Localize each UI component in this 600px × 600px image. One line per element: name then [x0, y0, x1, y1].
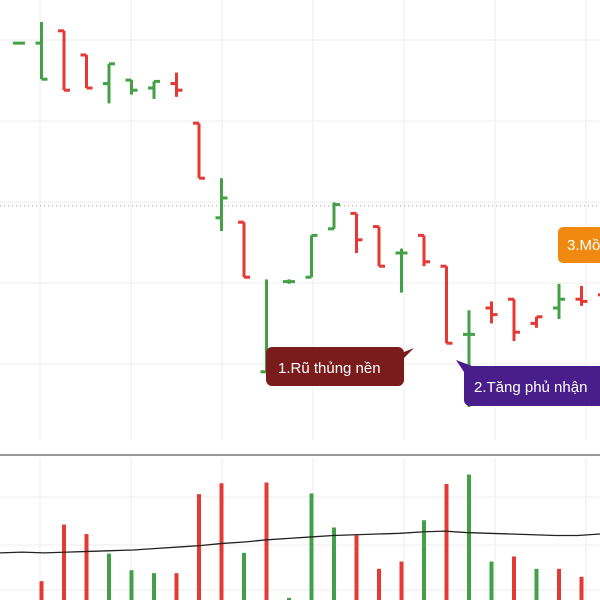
volume-bar [422, 520, 426, 600]
volume-ma-line [0, 530, 600, 554]
ohlc-bar [328, 202, 340, 231]
annotation-2-label: 2.Tăng phủ nhận [474, 379, 587, 396]
ohlc-bar [350, 211, 363, 253]
volume-bar [152, 573, 156, 600]
ohlc-bar [148, 79, 160, 99]
ohlc-bar [508, 297, 520, 341]
ohlc-bar [283, 279, 295, 284]
ohlc-bar [418, 233, 430, 267]
annotation-3-box [558, 227, 600, 263]
ohlc-bar [103, 62, 115, 104]
volume-bar [107, 553, 111, 600]
price-bars [13, 22, 600, 407]
volume-bar [242, 552, 246, 600]
volume-bar [39, 581, 44, 600]
annotation-2-box [464, 366, 600, 406]
annotation-1: 1.Rũ thủng nền [266, 347, 414, 386]
ohlc-bar [598, 293, 600, 297]
volume-bar [354, 535, 359, 600]
ohlc-bar [193, 121, 205, 180]
ohlc-bar [238, 220, 250, 279]
ohlc-bar [58, 29, 70, 92]
volume-bar [62, 524, 66, 600]
volume-bars [39, 474, 584, 600]
volume-bar [399, 561, 404, 600]
annotation-1-pointer [404, 348, 414, 358]
volume-bar [332, 527, 336, 600]
annotation-2-pointer [456, 360, 472, 372]
volume-bar [174, 573, 179, 600]
volume-bar [512, 556, 516, 600]
volume-bar [129, 570, 134, 600]
ohlc-bar [575, 286, 588, 306]
volume-bar [219, 483, 224, 600]
volume-bar [197, 494, 201, 600]
volume-bar [84, 534, 89, 600]
ohlc-bar [80, 53, 93, 90]
ohlc-bar [440, 264, 453, 345]
volume-bar [489, 561, 494, 600]
ohlc-bar [170, 72, 183, 97]
volume-bar [309, 493, 314, 600]
volume-bar [467, 474, 471, 600]
volume-bar [579, 576, 584, 600]
annotation-1-box [266, 347, 404, 386]
ohlc-bar [305, 233, 318, 279]
ohlc-bar [215, 178, 228, 231]
annotation-3-label: 3.Mồ [567, 237, 600, 254]
volume-bar [287, 597, 291, 600]
annotation-2: 2.Tăng phủ nhận [456, 360, 600, 406]
volume-bar [377, 568, 381, 600]
ohlc-bar [373, 225, 385, 268]
annotation-1-label: 1.Rũ thủng nền [278, 360, 381, 377]
volume-bar [444, 484, 449, 600]
ohlc-bar [485, 301, 498, 324]
volume-bar [557, 568, 561, 600]
ohlc-bar [35, 22, 48, 81]
annotation-3: 3.Mồ [558, 227, 600, 263]
volume-bar [534, 568, 539, 600]
ohlc-bar [125, 78, 138, 95]
volume-bar [264, 482, 269, 600]
ohlc-bar [530, 315, 543, 328]
ohlc-bar [553, 283, 565, 319]
ohlc-bar [395, 248, 408, 293]
